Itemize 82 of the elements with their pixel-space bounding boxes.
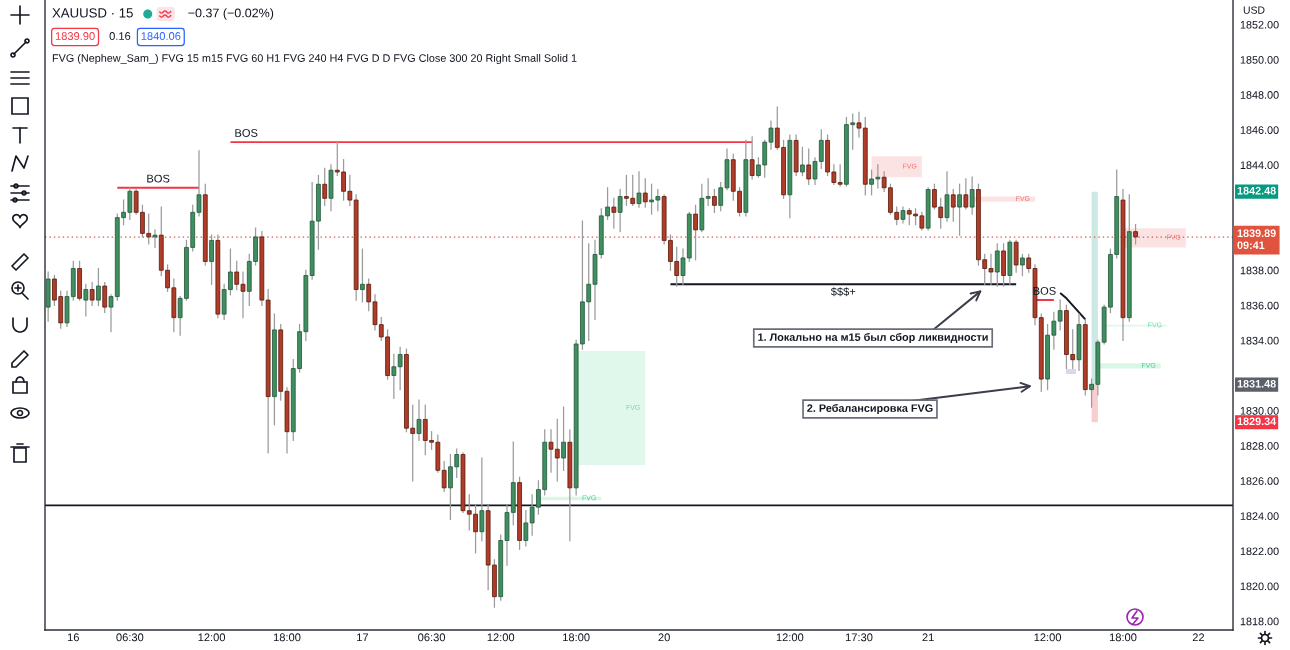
candlestick [89, 281, 95, 306]
annotation: BOS [147, 174, 170, 183]
candlestick [322, 167, 328, 206]
text: 1842.48 [1237, 186, 1276, 195]
annotation: 1. Локально на м15 был сбор ликвидности [758, 332, 988, 344]
candlestick [561, 406, 566, 471]
candlestick [712, 188, 717, 213]
candlestick [96, 267, 101, 306]
x-tick-label: 12:00 [1034, 633, 1062, 642]
y-tick-label: 1850.00 [1240, 56, 1279, 64]
x-tick-label: 21 [922, 633, 934, 642]
candlestick [152, 229, 158, 249]
candlestick [705, 178, 711, 206]
text: 1829.34 [1237, 417, 1277, 426]
y-tick-label: 1848.00 [1240, 91, 1279, 99]
candlestick [1133, 223, 1138, 245]
text: USD [1243, 6, 1265, 14]
x-tick-label: 06:30 [418, 633, 446, 642]
y-tick-label: 1834.00 [1240, 336, 1279, 345]
y-tick-label: 1822.00 [1240, 547, 1279, 556]
chart-title: XAUUSD · 15 [52, 8, 133, 18]
x-tick-label: 12:00 [776, 633, 804, 642]
candlestick [944, 171, 950, 222]
x-tick-label: 22 [1192, 633, 1205, 642]
ref-line-label: 1839.89 09:41 [1237, 229, 1276, 250]
candlestick [1057, 299, 1063, 331]
y-tick-label: 1820.00 [1240, 582, 1279, 591]
y-tick-label: 1836.00 [1240, 301, 1279, 310]
x-tick-label: 18:00 [273, 633, 301, 642]
y-tick-label: 1828.00 [1240, 442, 1279, 450]
y-tick-label: 1852.00 [1240, 20, 1279, 29]
y-tick-label: 1826.00 [1240, 477, 1279, 485]
text: 1831.48 [1237, 379, 1276, 388]
candlestick [611, 197, 617, 229]
candlestick [102, 281, 108, 313]
annotation: 1840.06 [141, 32, 181, 40]
candlestick [1020, 253, 1025, 277]
x-tick-label: 17:30 [845, 633, 873, 642]
annotation: −0.37 (−0.02%) [188, 8, 274, 20]
x-tick-label: 12:00 [487, 633, 515, 642]
candlestick [391, 353, 397, 399]
candlestick [397, 346, 403, 391]
text: FVG (Nephew_Sam_) FVG 15 m15 FVG 60 H1 FVG 240 H4 FVG D D FVG Close 300 20 Right Small Solid 1 [52, 53, 577, 65]
x-tick-label: 20 [658, 633, 670, 642]
candlestick [416, 399, 422, 442]
annotation: BOS [235, 129, 258, 137]
candlestick [837, 164, 843, 187]
x-tick-label: 12:00 [198, 633, 226, 642]
y-tick-label: 1830.00 [1240, 407, 1279, 415]
y-tick-label: 1846.00 [1240, 126, 1279, 134]
y-tick-label: 1818.00 [1240, 617, 1279, 626]
candlestick [950, 188, 956, 222]
candlestick [693, 204, 698, 261]
candlestick [749, 136, 755, 180]
candlestick [636, 171, 642, 208]
annotation: 1839.90 [55, 32, 95, 40]
candlestick [806, 148, 812, 185]
x-tick-label: 17 [357, 633, 369, 642]
annotation: 2. Ребалансировка FVG [807, 403, 933, 415]
annotation: $$$+ [830, 287, 856, 297]
candlestick [360, 248, 365, 303]
x-tick-label: 16 [67, 633, 79, 642]
candlestick [479, 457, 485, 542]
candlestick [209, 234, 214, 285]
y-tick-label: 1838.00 [1240, 266, 1279, 275]
candlestick [617, 188, 623, 233]
candlestick [83, 283, 89, 317]
candlestick [994, 243, 1000, 287]
candlestick [957, 183, 962, 236]
candlestick [963, 178, 969, 210]
x-tick-label: 18:00 [563, 633, 590, 642]
x-tick-label: 18:00 [1109, 633, 1137, 642]
x-tick-label: 06:30 [116, 633, 144, 642]
candlestick [800, 146, 805, 177]
candlestick [969, 176, 975, 215]
annotation: 0.16 [109, 32, 131, 40]
candlestick [523, 510, 529, 547]
candlestick [441, 460, 447, 492]
y-tick-label: 1844.00 [1240, 161, 1279, 169]
candlestick [1013, 239, 1019, 273]
y-tick-label: 1824.00 [1240, 512, 1279, 520]
candlestick [642, 178, 648, 208]
